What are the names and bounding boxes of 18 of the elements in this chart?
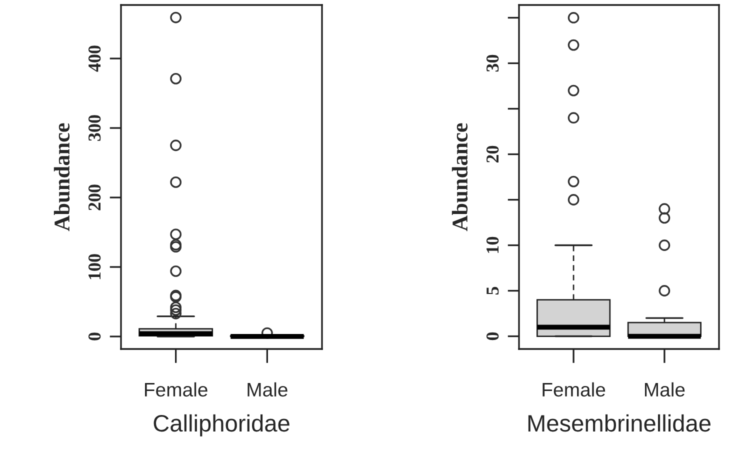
y-tick-label: 0 xyxy=(88,332,101,340)
y-tick-label: 30 xyxy=(486,54,499,72)
x-axis-title: Mesembrinellidae xyxy=(528,414,710,432)
y-axis-title: Abundance xyxy=(452,123,468,232)
y-tick-label: 20 xyxy=(486,146,499,163)
x-tick-label: Female xyxy=(144,382,208,397)
x-tick-label: Male xyxy=(644,382,685,397)
y-tick-label: 5 xyxy=(486,286,499,295)
x-tick-label: Female xyxy=(542,382,606,397)
y-tick-label: 300 xyxy=(88,115,101,141)
y-axis-title: Abundance xyxy=(54,123,70,232)
y-tick-label: 100 xyxy=(88,254,101,280)
y-tick-label: 10 xyxy=(486,236,499,253)
x-tick-label: Male xyxy=(248,382,288,397)
y-tick-label: 200 xyxy=(88,184,101,210)
x-axis-title: Calliphoridae xyxy=(154,414,290,436)
y-tick-label: 0 xyxy=(486,332,499,340)
y-tick-label: 400 xyxy=(88,46,101,72)
